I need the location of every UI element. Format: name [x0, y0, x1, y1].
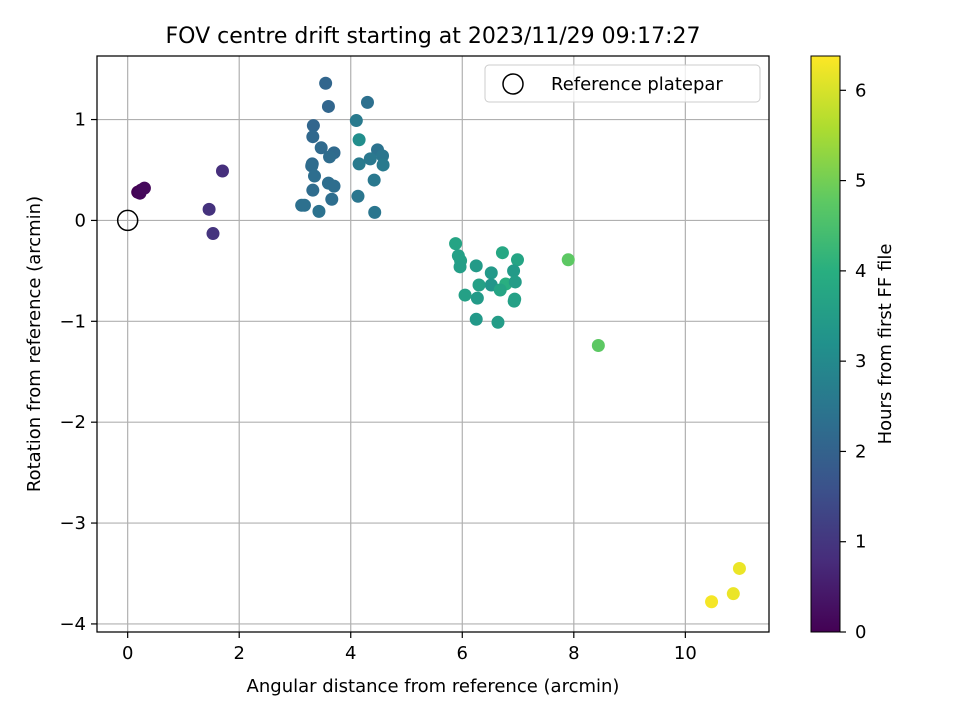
data-point: [484, 266, 498, 280]
data-point: [376, 158, 390, 172]
data-point: [305, 159, 319, 173]
data-point: [507, 264, 521, 278]
data-point: [491, 315, 505, 329]
data-point: [472, 278, 486, 292]
colorbar-tick-label: 3: [855, 351, 866, 372]
data-point: [323, 150, 337, 164]
data-point: [314, 141, 328, 155]
data-point: [325, 192, 339, 206]
colorbar-tick-label: 4: [855, 261, 866, 282]
data-point: [327, 179, 341, 193]
data-point: [307, 169, 321, 183]
data-point: [510, 253, 524, 267]
data-point: [495, 246, 509, 260]
data-point: [206, 227, 220, 241]
data-point: [306, 130, 320, 144]
data-point: [352, 133, 366, 147]
y-tick-label: −3: [59, 513, 86, 534]
data-point: [469, 312, 483, 326]
data-point: [306, 119, 320, 133]
x-tick-label: 10: [674, 643, 697, 664]
data-point: [470, 291, 484, 305]
data-point: [705, 595, 719, 609]
data-point: [349, 114, 363, 128]
colorbar-tick-label: 6: [855, 80, 866, 101]
y-tick-label: −4: [59, 614, 86, 635]
colorbar-tick-label: 5: [855, 171, 866, 192]
colorbar-tick-label: 0: [855, 622, 866, 643]
colorbar-gradient: [810, 55, 841, 633]
y-tick-label: 1: [75, 110, 86, 131]
data-point: [726, 587, 740, 601]
chart-title: FOV centre drift starting at 2023/11/29 …: [166, 24, 701, 49]
colorbar-tick-label: 1: [855, 532, 866, 553]
data-point: [449, 237, 463, 251]
data-point: [363, 152, 377, 166]
data-point: [351, 189, 365, 203]
y-axis-label: Rotation from reference (arcmin): [24, 196, 45, 492]
y-tick-label: −1: [59, 311, 86, 332]
plot-frame: [96, 55, 770, 633]
data-point: [312, 204, 326, 218]
reference-platepar-marker: [116, 209, 139, 232]
colorbar-label: Hours from first FF file: [875, 244, 896, 445]
data-point: [319, 76, 333, 90]
data-point: [352, 157, 366, 171]
data-point: [561, 253, 575, 267]
legend-entry-label: Reference platepar: [551, 74, 723, 95]
grid-lines: [97, 56, 769, 632]
reference-marker-layer: [116, 209, 139, 232]
legend: Reference platepar: [484, 64, 761, 103]
colorbar-ticks: 0 1 2 3 4 5 6: [840, 80, 866, 643]
data-point: [732, 561, 746, 575]
x-ticks: 0 2 4 6 8 10: [122, 632, 697, 664]
data-point: [591, 339, 605, 353]
data-point: [367, 173, 381, 187]
colorbar: 0 1 2 3 4 5 6 Hours from first FF file: [810, 55, 896, 643]
x-tick-label: 6: [457, 643, 468, 664]
x-axis-label: Angular distance from reference (arcmin): [247, 676, 620, 697]
legend-box: [484, 64, 761, 103]
data-point: [321, 99, 335, 113]
data-point: [368, 205, 382, 219]
x-tick-label: 4: [345, 643, 356, 664]
data-point: [215, 164, 229, 178]
data-point: [360, 95, 374, 109]
x-tick-label: 0: [122, 643, 133, 664]
data-point: [469, 259, 483, 273]
scatter-points: [131, 76, 746, 609]
legend-reference-marker: [502, 73, 524, 95]
data-point: [453, 260, 467, 274]
data-point: [458, 288, 472, 302]
data-point: [508, 275, 522, 289]
data-point: [297, 198, 311, 212]
data-point: [137, 181, 151, 195]
y-tick-label: 0: [75, 210, 86, 231]
y-tick-label: −2: [59, 412, 86, 433]
colorbar-tick-label: 2: [855, 441, 866, 462]
x-tick-label: 8: [568, 643, 579, 664]
data-point: [508, 292, 522, 306]
data-point: [306, 183, 320, 197]
data-point: [202, 202, 216, 216]
x-tick-label: 2: [233, 643, 244, 664]
data-point: [493, 283, 507, 297]
y-ticks: −4 −3 −2 −1 0 1: [59, 110, 97, 635]
